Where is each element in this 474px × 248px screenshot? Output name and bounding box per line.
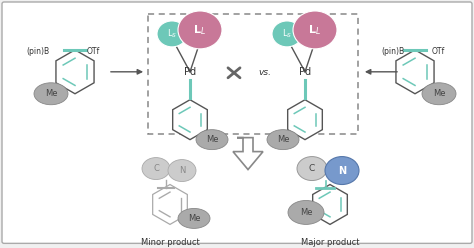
- Ellipse shape: [325, 156, 359, 185]
- Text: vs.: vs.: [258, 68, 272, 77]
- Text: (pin)B: (pin)B: [27, 47, 50, 56]
- Ellipse shape: [196, 130, 228, 150]
- Text: Minor product: Minor product: [141, 238, 200, 247]
- Text: Me: Me: [277, 135, 289, 144]
- Ellipse shape: [178, 11, 222, 49]
- Bar: [148, 14, 358, 134]
- Ellipse shape: [142, 157, 170, 180]
- Text: OTf: OTf: [431, 47, 445, 56]
- Ellipse shape: [272, 21, 302, 47]
- Polygon shape: [56, 50, 94, 94]
- Text: Me: Me: [45, 89, 57, 98]
- Text: Me: Me: [300, 208, 312, 217]
- Ellipse shape: [267, 130, 299, 150]
- Text: (pin)B: (pin)B: [382, 47, 405, 56]
- Text: L$_L$: L$_L$: [193, 23, 207, 37]
- Polygon shape: [173, 100, 207, 140]
- Polygon shape: [288, 100, 322, 140]
- Ellipse shape: [288, 200, 324, 224]
- Text: Me: Me: [433, 89, 445, 98]
- Text: N: N: [338, 166, 346, 176]
- Text: Me: Me: [206, 135, 218, 144]
- Polygon shape: [313, 185, 347, 224]
- Ellipse shape: [178, 209, 210, 228]
- Ellipse shape: [422, 83, 456, 105]
- Text: OTf: OTf: [86, 47, 100, 56]
- Text: Major product: Major product: [301, 238, 359, 247]
- Polygon shape: [233, 138, 263, 170]
- Text: C: C: [153, 164, 159, 173]
- Text: L$_S$: L$_S$: [282, 28, 292, 40]
- Ellipse shape: [168, 159, 196, 182]
- Text: Pd: Pd: [299, 67, 311, 77]
- Ellipse shape: [293, 11, 337, 49]
- Text: Pd: Pd: [184, 67, 196, 77]
- Ellipse shape: [157, 21, 187, 47]
- Ellipse shape: [34, 83, 68, 105]
- Text: L$_L$: L$_L$: [309, 23, 321, 37]
- Polygon shape: [396, 50, 434, 94]
- Text: C: C: [309, 164, 315, 173]
- Ellipse shape: [297, 156, 327, 181]
- Text: L$_S$: L$_S$: [167, 28, 177, 40]
- Text: Me: Me: [188, 214, 200, 223]
- Polygon shape: [153, 185, 187, 224]
- FancyBboxPatch shape: [2, 2, 472, 243]
- Text: N: N: [179, 166, 185, 175]
